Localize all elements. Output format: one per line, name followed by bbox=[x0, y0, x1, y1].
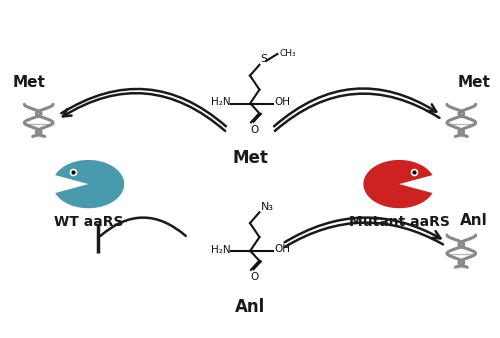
FancyArrowPatch shape bbox=[275, 94, 440, 131]
Text: WT aaRS: WT aaRS bbox=[54, 215, 123, 229]
Text: OH: OH bbox=[274, 244, 290, 254]
Text: Anl: Anl bbox=[460, 213, 487, 228]
Text: Met: Met bbox=[12, 75, 45, 90]
FancyArrowPatch shape bbox=[284, 218, 440, 242]
FancyArrowPatch shape bbox=[274, 89, 436, 126]
Text: Met: Met bbox=[458, 75, 490, 90]
Text: CH₃: CH₃ bbox=[280, 49, 296, 58]
FancyArrowPatch shape bbox=[63, 93, 225, 131]
Text: H₂N: H₂N bbox=[210, 97, 230, 107]
Text: Mutant aaRS: Mutant aaRS bbox=[348, 215, 450, 229]
FancyArrowPatch shape bbox=[285, 223, 443, 247]
Text: O: O bbox=[250, 125, 258, 135]
Text: H₂N: H₂N bbox=[210, 245, 230, 255]
FancyArrowPatch shape bbox=[62, 89, 226, 126]
Text: Met: Met bbox=[232, 149, 268, 167]
Text: OH: OH bbox=[274, 97, 290, 107]
Text: O: O bbox=[250, 272, 258, 283]
Text: S: S bbox=[260, 54, 268, 64]
Polygon shape bbox=[55, 160, 124, 208]
Polygon shape bbox=[364, 160, 432, 208]
FancyArrowPatch shape bbox=[100, 218, 186, 236]
Text: Anl: Anl bbox=[235, 298, 265, 316]
Text: N₃: N₃ bbox=[260, 202, 274, 212]
